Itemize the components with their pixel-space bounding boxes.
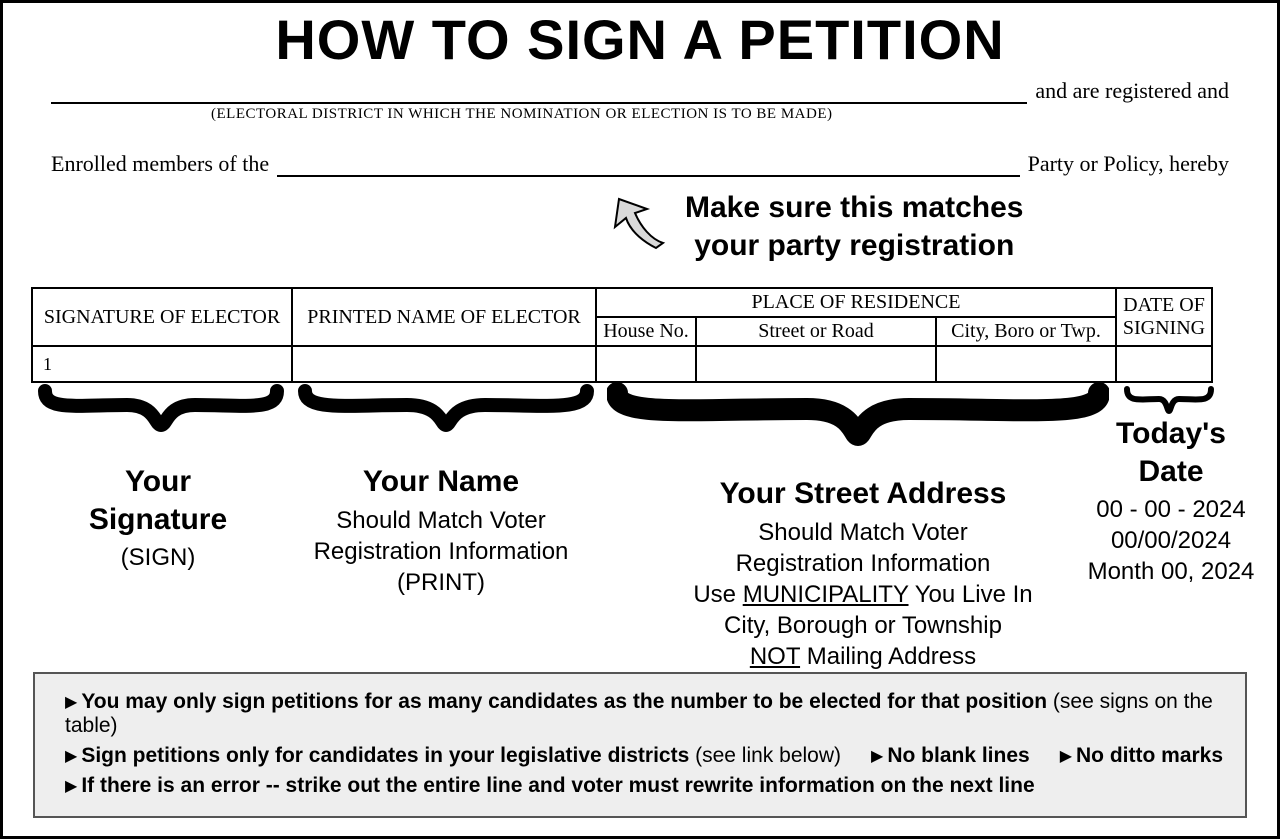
rule-4: ▶No ditto marks <box>1060 744 1223 768</box>
curved-arrow-icon <box>601 193 671 253</box>
name-sub: Should Match Voter Registration Informat… <box>291 505 591 599</box>
rule-5: ▶If there is an error -- strike out the … <box>65 774 1035 798</box>
triangle-icon: ▶ <box>65 748 77 765</box>
party-trail-text: Party or Policy, hereby <box>1028 151 1229 177</box>
triangle-icon: ▶ <box>65 694 77 711</box>
annotation-name: Your Name Should Match Voter Registratio… <box>291 463 591 598</box>
col-street-header: Street or Road <box>696 317 936 346</box>
addr-sub4: City, Borough or Township <box>724 612 1002 639</box>
party-callout: Make sure this matches your party regist… <box>601 189 1023 264</box>
party-row: Enrolled members of the Party or Policy,… <box>51 151 1229 177</box>
rules-line-3: ▶If there is an error -- strike out the … <box>65 774 1225 798</box>
rule-1: ▶You may only sign petitions for as many… <box>65 690 1225 738</box>
addr-sub3-u: MUNICIPALITY <box>743 581 909 608</box>
address-heading: Your Street Address <box>613 475 1113 513</box>
cell-date <box>1116 346 1212 382</box>
party-callout-line1: Make sure this matches <box>685 191 1023 224</box>
addr-sub5-u: NOT <box>750 643 800 670</box>
district-blank-line <box>51 82 1027 104</box>
name-sub2: Registration Information <box>314 538 569 565</box>
date-sub2: 00/00/2024 <box>1111 527 1231 554</box>
district-caption: (ELECTORAL DISTRICT IN WHICH THE NOMINAT… <box>211 106 1229 123</box>
district-row: and are registered and <box>51 78 1229 104</box>
addr-sub1: Should Match Voter <box>758 519 967 546</box>
rule-3: ▶No blank lines <box>871 744 1030 768</box>
triangle-icon: ▶ <box>65 778 77 795</box>
rule-2: ▶Sign petitions only for candidates in y… <box>65 744 841 768</box>
addr-sub2: Registration Information <box>736 550 991 577</box>
brace-signature <box>37 383 285 453</box>
rules-box: ▶You may only sign petitions for as many… <box>33 672 1247 818</box>
col-printed-header: PRINTED NAME OF ELECTOR <box>292 288 596 346</box>
date-sub1: 00 - 00 - 2024 <box>1096 496 1245 523</box>
sig-h-l2: Signature <box>89 503 227 536</box>
name-sub1: Should Match Voter <box>336 507 545 534</box>
rule-1-bold: You may only sign petitions for as many … <box>81 690 1047 713</box>
date-h-l1: Today's <box>1116 417 1226 450</box>
name-sub3: (PRINT) <box>397 569 485 596</box>
date-heading: Today's Date <box>1071 415 1271 490</box>
date-header-l1: DATE OF <box>1123 294 1205 316</box>
annotation-date: Today's Date 00 - 00 - 2024 00/00/2024 M… <box>1071 415 1271 588</box>
address-sub: Should Match Voter Registration Informat… <box>613 517 1113 673</box>
party-blank-line <box>277 155 1019 177</box>
registered-trail-text: and are registered and <box>1035 78 1229 104</box>
cell-house <box>596 346 696 382</box>
sig-h-l1: Your <box>125 465 191 498</box>
annotation-signature: Your Signature (SIGN) <box>33 463 283 573</box>
rules-line-1: ▶You may only sign petitions for as many… <box>65 690 1225 738</box>
date-header-l2: SIGNING <box>1123 317 1205 339</box>
signature-heading: Your Signature <box>33 463 283 538</box>
col-signature-header: SIGNATURE OF ELECTOR <box>32 288 292 346</box>
rule-5-bold: If there is an error -- strike out the e… <box>81 774 1034 797</box>
col-city-header: City, Boro or Twp. <box>936 317 1116 346</box>
col-residence-group-header: PLACE OF RESIDENCE <box>596 288 1116 317</box>
table-row: 1 <box>32 346 1212 382</box>
triangle-icon: ▶ <box>1060 748 1072 765</box>
date-sub3: Month 00, 2024 <box>1088 558 1255 585</box>
party-callout-text: Make sure this matches your party regist… <box>685 189 1023 264</box>
date-sub: 00 - 00 - 2024 00/00/2024 Month 00, 2024 <box>1071 494 1271 588</box>
date-h-l2: Date <box>1138 455 1203 488</box>
table-header-row-1: SIGNATURE OF ELECTOR PRINTED NAME OF ELE… <box>32 288 1212 317</box>
braces-row <box>31 383 1233 463</box>
rule-3-bold: No blank lines <box>887 744 1029 767</box>
enrolled-lead-text: Enrolled members of the <box>51 151 269 177</box>
signature-sub: (SIGN) <box>33 542 283 573</box>
addr-sub5-post: Mailing Address <box>800 643 976 670</box>
cell-street <box>696 346 936 382</box>
name-heading: Your Name <box>291 463 591 501</box>
rule-2-bold: Sign petitions only for candidates in yo… <box>81 744 689 767</box>
page: HOW TO SIGN A PETITION and are registere… <box>0 0 1280 839</box>
page-title: HOW TO SIGN A PETITION <box>23 7 1257 72</box>
brace-name <box>297 383 595 453</box>
rule-2-plain: (see link below) <box>689 744 841 767</box>
col-house-header: House No. <box>596 317 696 346</box>
form-header-area: and are registered and (ELECTORAL DISTRI… <box>51 78 1229 177</box>
annotation-address: Your Street Address Should Match Voter R… <box>613 475 1113 672</box>
cell-city <box>936 346 1116 382</box>
party-callout-line2: your party registration <box>694 229 1014 262</box>
col-date-header: DATE OF SIGNING <box>1116 288 1212 346</box>
petition-table: SIGNATURE OF ELECTOR PRINTED NAME OF ELE… <box>31 287 1213 383</box>
cell-printed <box>292 346 596 382</box>
rules-line-2: ▶Sign petitions only for candidates in y… <box>65 744 1225 768</box>
triangle-icon: ▶ <box>871 748 883 765</box>
addr-sub3-pre: Use <box>693 581 742 608</box>
brace-address <box>607 383 1109 463</box>
row-number: 1 <box>32 346 292 382</box>
addr-sub3-post: You Live In <box>909 581 1033 608</box>
rule-4-bold: No ditto marks <box>1076 744 1223 767</box>
